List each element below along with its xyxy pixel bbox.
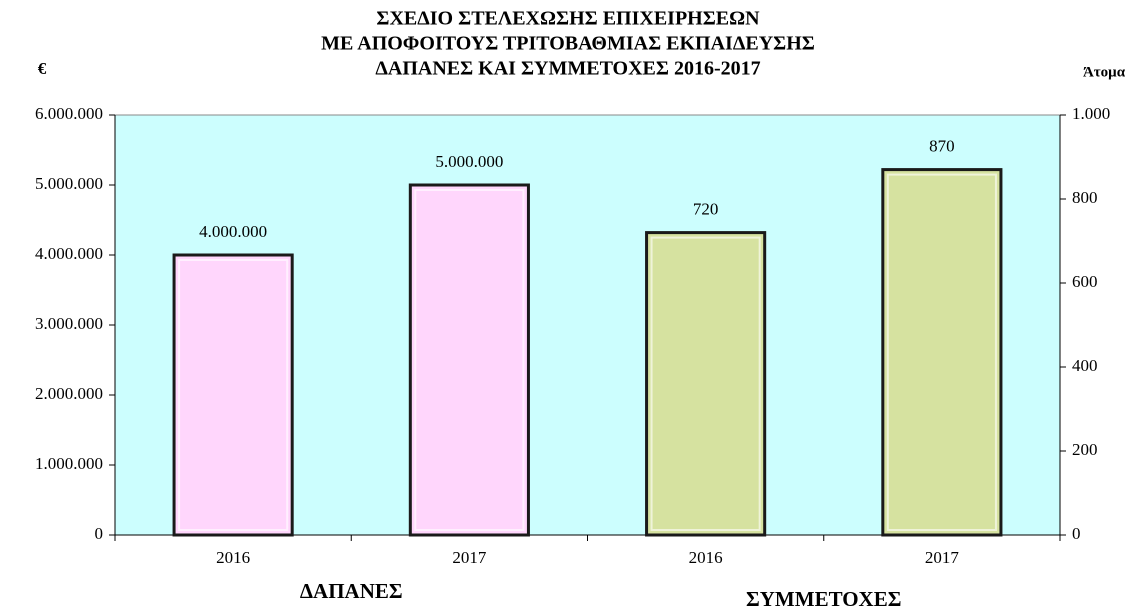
x-tick-label: 2016 [216, 548, 250, 567]
bar [645, 231, 767, 537]
y2-axis-label: Άτομα [1083, 64, 1126, 80]
y2-tick-label: 600 [1072, 272, 1098, 291]
x-tick-label: 2017 [925, 548, 960, 567]
y-tick-label: 5.000.000 [35, 174, 103, 193]
data-label: 5.000.000 [435, 152, 503, 171]
bar-highlight [178, 259, 289, 531]
chart-title: ΣΧΕΔΙΟ ΣΤΕΛΕΧΩΣΗΣ ΕΠΙΧΕΙΡΗΣΕΩΝ [376, 8, 760, 30]
y2-tick-label: 400 [1072, 356, 1098, 375]
y-tick-label: 4.000.000 [35, 244, 103, 263]
bar-highlight [414, 189, 525, 531]
group-label: ΣΥΜΜΕΤΟΧΕΣ [746, 587, 901, 608]
group-label: ΔΑΠΑΝΕΣ [300, 579, 403, 603]
y2-tick-label: 200 [1072, 440, 1098, 459]
data-label: 4.000.000 [199, 222, 267, 241]
x-tick-label: 2016 [689, 548, 723, 567]
y2-tick-label: 0 [1072, 524, 1081, 543]
y-tick-label: 2.000.000 [35, 384, 103, 403]
y2-tick-label: 800 [1072, 188, 1098, 207]
x-tick-label: 2017 [452, 548, 487, 567]
bar [881, 168, 1003, 537]
data-label: 870 [929, 137, 955, 156]
bar-highlight [886, 173, 997, 531]
bar [172, 253, 294, 537]
y-tick-label: 3.000.000 [35, 314, 103, 333]
y2-tick-label: 1.000 [1072, 104, 1110, 123]
bar-highlight [650, 236, 761, 531]
data-label: 720 [693, 200, 719, 219]
bar [408, 183, 530, 537]
y-axis-label: € [38, 59, 47, 78]
chart-title: ΜΕ ΑΠΟΦΟΙΤΟΥΣ ΤΡΙΤΟΒΑΘΜΙΑΣ ΕΚΠΑΙΔΕΥΣΗΣ [321, 33, 815, 55]
y-tick-label: 0 [95, 524, 104, 543]
y-tick-label: 1.000.000 [35, 454, 103, 473]
y-tick-label: 6.000.000 [35, 104, 103, 123]
chart-title: ΔΑΠΑΝΕΣ ΚΑΙ ΣΥΜΜΕΤΟΧΕΣ 2016-2017 [375, 58, 760, 80]
